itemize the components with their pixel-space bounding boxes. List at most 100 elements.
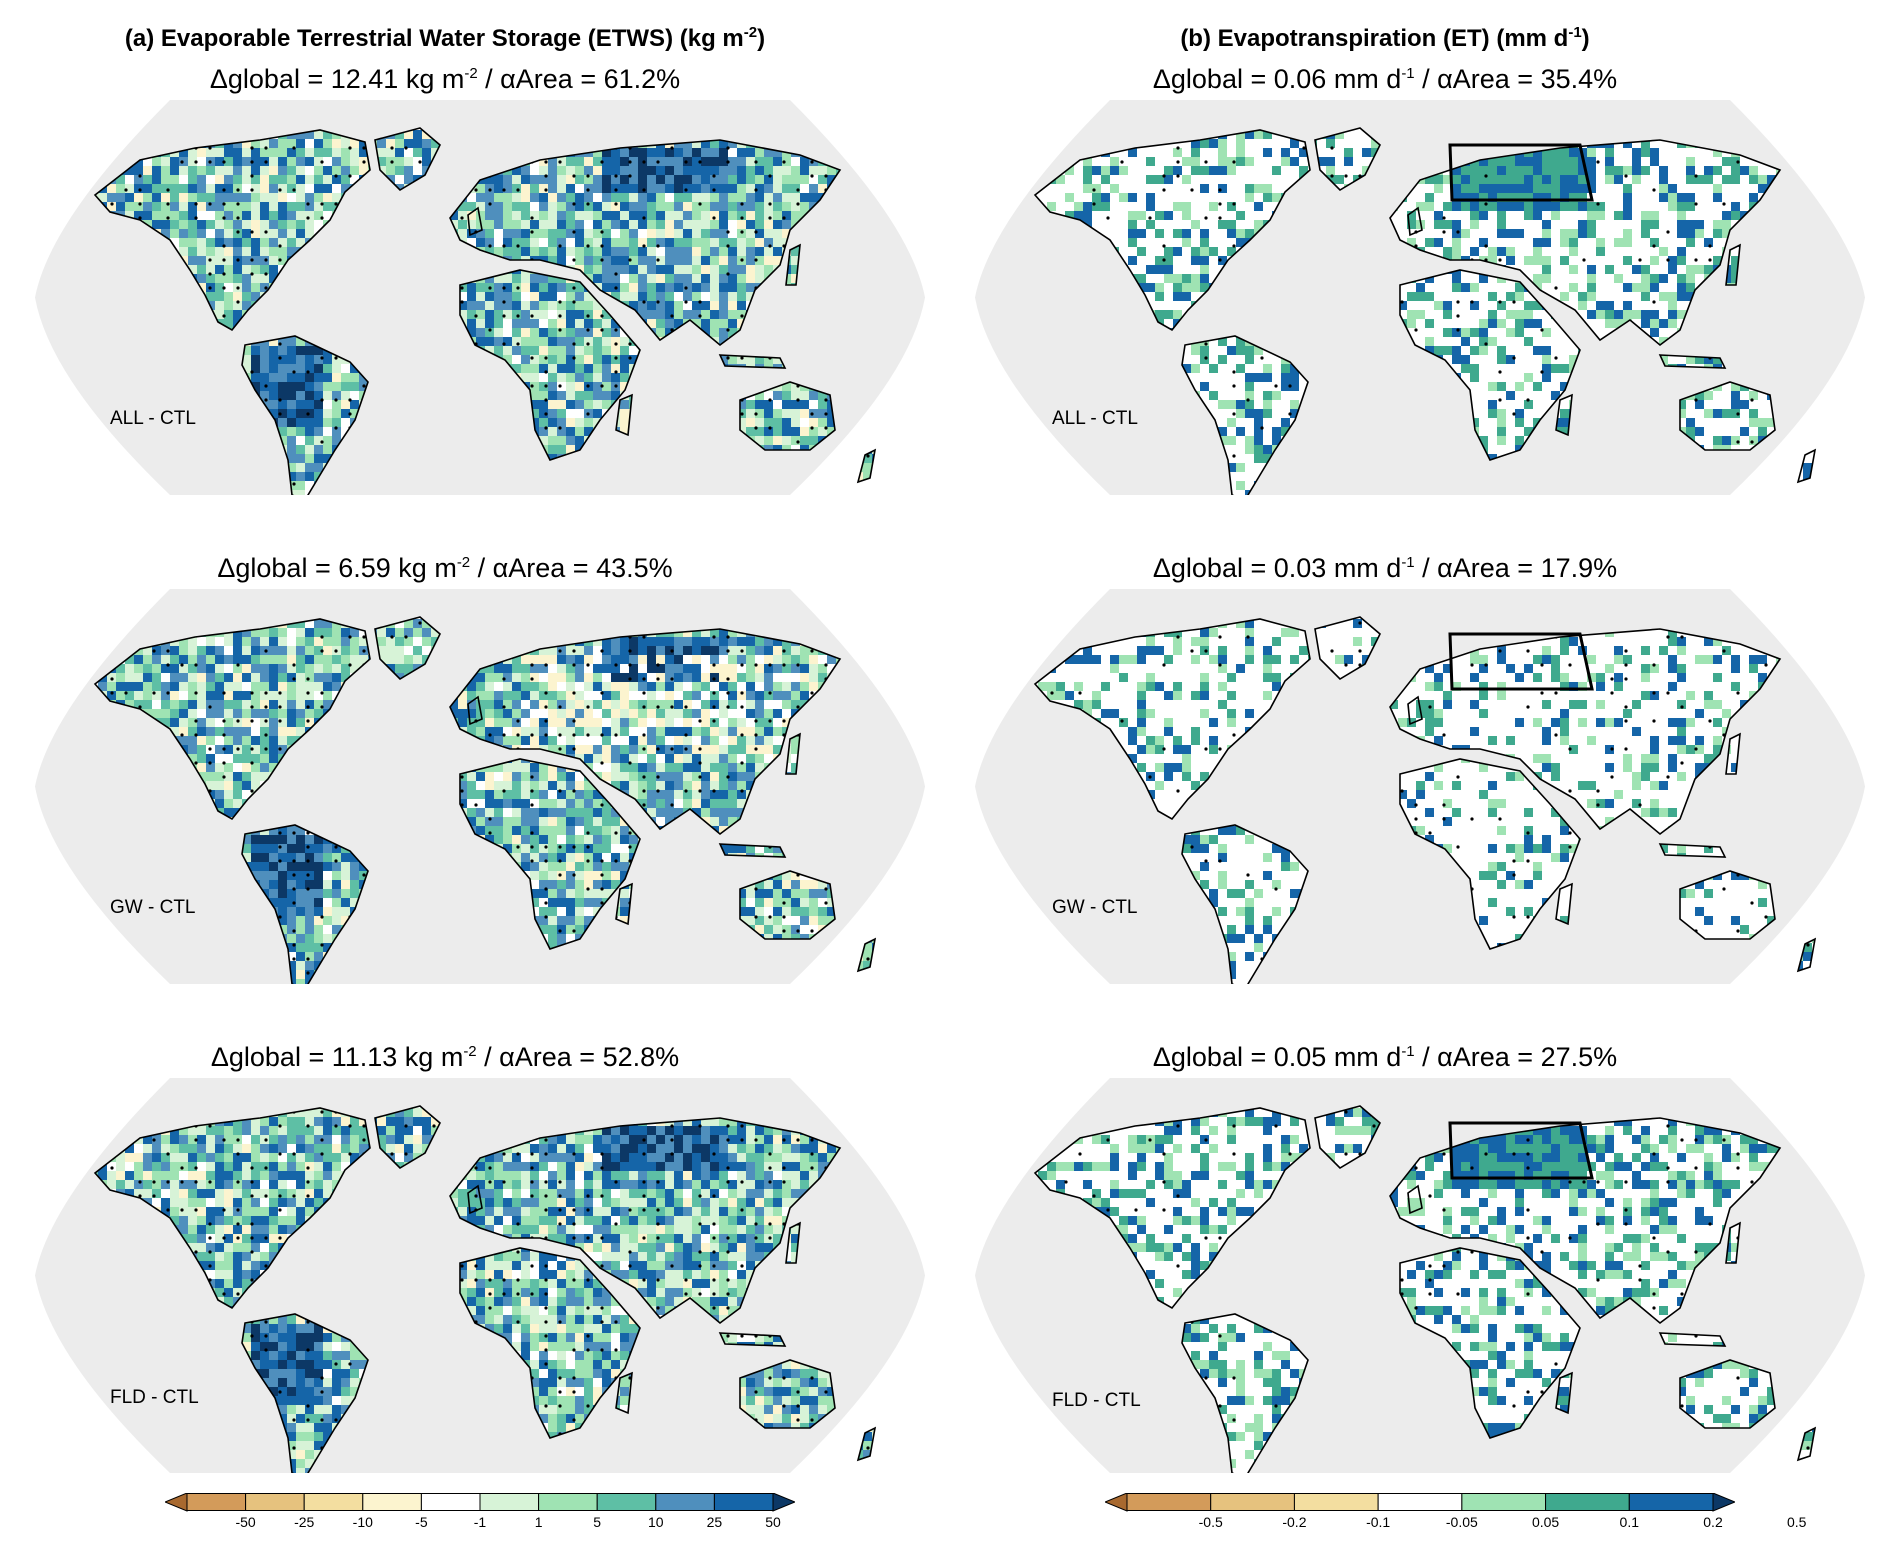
colorbar-tick: -10	[353, 1514, 373, 1530]
north-america-outline	[93, 618, 371, 821]
map-panel-a2	[20, 589, 940, 984]
australia-outline	[739, 381, 836, 451]
map-panel-a1	[20, 100, 940, 495]
japan-outline	[1725, 732, 1741, 775]
unit-sup: -1	[1401, 1043, 1414, 1060]
colorbar-tick: 0.1	[1620, 1514, 1639, 1530]
uk-outline	[1407, 206, 1423, 237]
africa-outline	[1399, 1247, 1581, 1439]
colorbar-segment	[1210, 1493, 1295, 1511]
indonesia-outline	[718, 1332, 787, 1347]
run-label: FLD - CTL	[1052, 1390, 1141, 1412]
run-label: ALL - CTL	[1052, 408, 1138, 430]
greenland-outline	[374, 127, 441, 192]
area-prefix: / αArea =	[1415, 1042, 1541, 1072]
australia-outline	[1679, 870, 1776, 940]
africa-outline	[459, 1247, 641, 1439]
title-text: (a) Evaporable Terrestrial Water Storage…	[125, 25, 744, 52]
colorbar-et: -0.5 -0.2 -0.1 -0.05 0.05 0.1 0.2 0.5	[1103, 1492, 1806, 1553]
colorbar-tick: -50	[235, 1514, 255, 1530]
colorbar-segment	[362, 1493, 422, 1511]
new-zealand-outline	[1796, 448, 1817, 484]
map-panel-a3	[20, 1078, 940, 1473]
map-panel-b1	[960, 100, 1880, 495]
colorbar-segment	[479, 1493, 540, 1511]
colorbar-tick: -0.2	[1282, 1514, 1306, 1530]
japan-outline	[785, 732, 801, 775]
colorbar-tick: 0.5	[1787, 1514, 1806, 1530]
area-prefix: / αArea =	[478, 64, 604, 94]
europe-asia-outline	[1389, 628, 1782, 836]
colorbar-min-extend	[1103, 1492, 1128, 1512]
north-america-outline	[1033, 618, 1311, 821]
unit: kg m	[406, 64, 465, 94]
area-value: 35.4%	[1541, 64, 1618, 94]
region-box	[1448, 1121, 1594, 1180]
europe-asia-outline	[1389, 139, 1782, 347]
colorbar-segment	[1545, 1493, 1630, 1511]
title-sup: -1	[1568, 24, 1581, 41]
colorbar-segment	[538, 1493, 598, 1511]
panel-subtitle-a2: Δglobal = 6.59 kg m-2 / αArea = 43.5%	[60, 553, 830, 584]
colorbar-segment	[1126, 1493, 1212, 1511]
indonesia-outline	[718, 354, 787, 369]
dglobal-prefix: Δglobal =	[1153, 553, 1274, 583]
unit-sup: -1	[1401, 554, 1414, 571]
greenland-outline	[374, 1105, 441, 1170]
australia-outline	[739, 870, 836, 940]
area-value: 43.5%	[596, 553, 673, 583]
unit-sup: -2	[457, 554, 470, 571]
coastlines	[93, 127, 877, 495]
colorbar-tick: 25	[707, 1514, 723, 1530]
unit: mm d	[1334, 1042, 1402, 1072]
indonesia-outline	[1658, 843, 1727, 858]
japan-outline	[1725, 243, 1741, 286]
unit-sup: -2	[463, 1043, 476, 1060]
japan-outline	[785, 243, 801, 286]
area-prefix: / αArea =	[477, 1042, 603, 1072]
colorbar-tick: -1	[474, 1514, 486, 1530]
colorbar-etws: -50 -25 -10 -5 -1 1 5 10 25 50	[163, 1492, 797, 1553]
europe-asia-outline	[449, 139, 842, 347]
dglobal-value: 0.06	[1274, 64, 1327, 94]
colorbar-segment	[655, 1493, 715, 1511]
column-title-etws: (a) Evaporable Terrestrial Water Storage…	[60, 24, 830, 53]
africa-outline	[1399, 758, 1581, 950]
run-label: GW - CTL	[110, 897, 196, 919]
dglobal-value: 6.59	[338, 553, 391, 583]
colorbar-segment	[713, 1493, 774, 1511]
coastlines	[93, 616, 877, 984]
colorbar-segment	[596, 1493, 657, 1511]
new-zealand-outline	[856, 1426, 877, 1462]
madagascar-outline	[1555, 1371, 1573, 1415]
colorbar-tick-labels: -50 -25 -10 -5 -1 1 5 10 25 50	[165, 1514, 795, 1534]
unit: kg m	[398, 553, 457, 583]
uk-outline	[1407, 1184, 1423, 1215]
north-america-outline	[93, 129, 371, 332]
title-suffix: )	[757, 25, 765, 52]
colorbar-tick: -25	[294, 1514, 314, 1530]
indonesia-outline	[1658, 354, 1727, 369]
uk-outline	[467, 695, 483, 726]
australia-outline	[739, 1359, 836, 1429]
australia-outline	[1679, 381, 1776, 451]
area-value: 61.2%	[604, 64, 681, 94]
coastlines	[1033, 1105, 1817, 1473]
africa-outline	[459, 269, 641, 461]
dglobal-prefix: Δglobal =	[210, 64, 331, 94]
run-label: FLD - CTL	[110, 1387, 199, 1409]
unit-sup: -1	[1401, 65, 1414, 82]
title-text: (b) Evapotranspiration (ET) (mm d	[1180, 25, 1568, 52]
area-value: 17.9%	[1541, 553, 1618, 583]
new-zealand-outline	[1796, 937, 1817, 973]
unit-sup: -2	[464, 65, 477, 82]
colorbar-min-extend	[163, 1492, 188, 1512]
region-box	[1448, 632, 1594, 691]
world-map	[35, 589, 925, 984]
dglobal-value: 11.13	[332, 1042, 398, 1072]
area-prefix: / αArea =	[1415, 553, 1541, 583]
dglobal-prefix: Δglobal =	[211, 1042, 332, 1072]
colorbar-tick: 50	[765, 1514, 781, 1530]
area-value: 27.5%	[1541, 1042, 1618, 1072]
south-america-outline	[1181, 1313, 1309, 1473]
